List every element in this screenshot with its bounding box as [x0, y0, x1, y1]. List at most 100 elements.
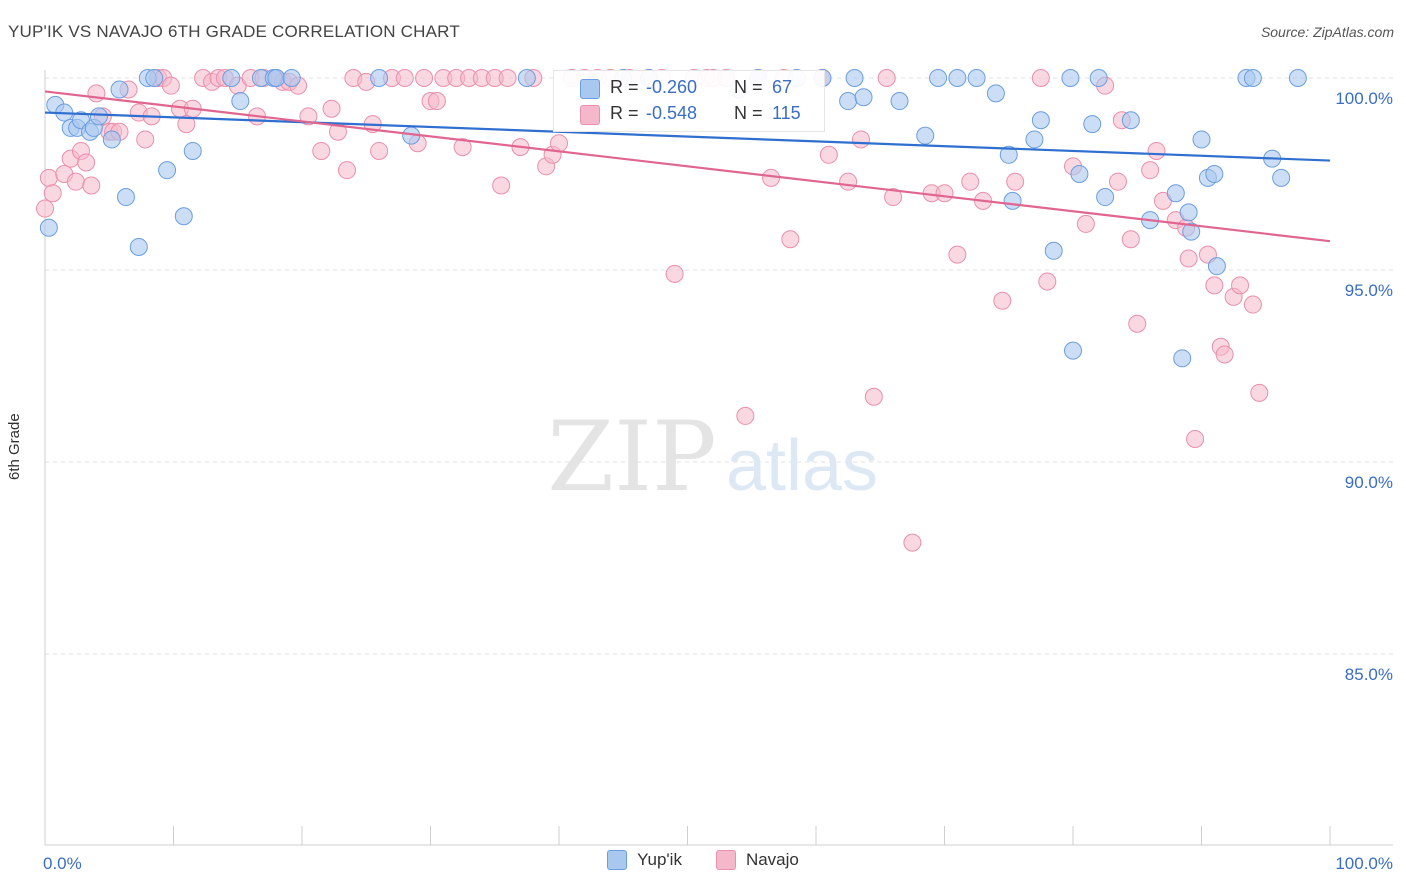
navajo-n-label: N =: [734, 103, 763, 123]
yupik-point: [1031, 111, 1050, 130]
legend: Yup'ik Navajo: [0, 850, 1406, 870]
yupik-point: [1288, 69, 1307, 87]
navajo-point: [337, 161, 356, 180]
axes: [44, 70, 1393, 846]
watermark-zip: ZIP: [547, 401, 716, 513]
y-tick-label: 100.0%: [1335, 89, 1393, 108]
yupik-point: [158, 161, 177, 180]
yupik-point: [1096, 188, 1115, 207]
yupik-swatch: [580, 79, 600, 99]
navajo-point: [1250, 383, 1269, 402]
navajo-point: [77, 153, 96, 172]
navajo-point: [1231, 276, 1250, 295]
watermark-atlas: atlas: [726, 426, 878, 506]
watermark: ZIP atlas: [547, 401, 878, 513]
yupik-point: [1205, 165, 1224, 183]
navajo-point: [1186, 429, 1205, 448]
legend-item-navajo[interactable]: Navajo: [715, 850, 799, 870]
stats-row-yupik: R = -0.260 N = 67: [554, 75, 824, 101]
yupik-point: [1025, 130, 1044, 149]
yupik-point: [1121, 111, 1140, 130]
yupik-point: [282, 69, 301, 87]
legend-item-yupik[interactable]: Yup'ik: [607, 850, 682, 870]
navajo-point: [1243, 295, 1262, 314]
yupik-point: [1070, 165, 1089, 183]
yupik-point: [183, 141, 202, 160]
yupik-point: [1272, 168, 1291, 187]
yupik-point: [1061, 69, 1080, 87]
navajo-point: [1006, 172, 1025, 191]
yupik-point: [89, 107, 108, 126]
yupik-n-label: N =: [734, 77, 763, 97]
navajo-point: [935, 184, 954, 203]
navajo-n-value: 115: [772, 103, 801, 123]
yupik-point: [1003, 191, 1022, 210]
yupik-point: [1179, 203, 1198, 222]
navajo-point: [1215, 345, 1234, 364]
yupik-point: [986, 84, 1005, 103]
yupik-point: [1243, 69, 1262, 87]
yupik-point: [1173, 349, 1192, 368]
yupik-point: [517, 69, 536, 87]
yupik-point: [370, 69, 389, 87]
yupik-point: [967, 69, 986, 87]
yupik-point: [231, 92, 250, 111]
yupik-point: [222, 69, 241, 87]
navajo-point: [87, 84, 106, 103]
yupik-point: [129, 237, 148, 256]
navajo-point: [177, 115, 196, 134]
yupik-point: [999, 145, 1018, 164]
navajo-point: [453, 138, 472, 157]
navajo-point: [1141, 161, 1160, 180]
chart-title: YUP'IK VS NAVAJO 6TH GRADE CORRELATION C…: [8, 22, 460, 41]
yupik-point: [929, 69, 948, 87]
yupik-point: [1192, 130, 1211, 149]
yupik-point: [267, 69, 286, 87]
navajo-point: [1108, 172, 1127, 191]
yupik-point: [916, 126, 935, 145]
yupik-point: [839, 92, 858, 111]
yupik-r-label: R =: [610, 77, 639, 97]
navajo-point: [877, 69, 896, 87]
navajo-point: [395, 69, 414, 87]
navajo-point: [851, 130, 870, 149]
navajo-point: [427, 92, 446, 111]
yupik-point: [845, 69, 864, 87]
yupik-point: [102, 130, 121, 149]
y-tick-label: 90.0%: [1345, 473, 1393, 492]
yupik-point: [1166, 184, 1185, 203]
stats-row-navajo: R = -0.548 N = 115: [554, 101, 824, 127]
navajo-point: [736, 406, 755, 425]
yupik-point: [1044, 241, 1063, 260]
yupik-point: [110, 80, 129, 99]
legend-label-yupik: Yup'ik: [637, 850, 682, 869]
navajo-point: [36, 199, 54, 218]
navajo-point: [864, 387, 883, 406]
navajo-point: [1038, 272, 1057, 291]
yupik-point: [1207, 257, 1226, 276]
navajo-point: [66, 172, 85, 191]
navajo-point: [1076, 214, 1095, 233]
navajo-point: [961, 172, 980, 191]
navajo-point: [492, 176, 511, 195]
yupik-point: [890, 92, 909, 111]
legend-label-navajo: Navajo: [745, 850, 799, 869]
navajo-point: [43, 184, 62, 203]
navajo-point: [550, 134, 568, 153]
yupik-point: [174, 207, 193, 226]
navajo-point: [903, 533, 922, 552]
navajo-point: [1147, 141, 1166, 160]
legend-swatch-navajo: [715, 850, 736, 870]
navajo-point: [993, 291, 1012, 310]
navajo-point: [136, 130, 155, 149]
navajo-point: [819, 145, 838, 164]
navajo-point: [948, 245, 967, 264]
navajo-r-label: R =: [610, 103, 639, 123]
source-label: Source: ZipAtlas.com: [1260, 24, 1394, 40]
navajo-point: [312, 141, 331, 160]
navajo-point: [415, 69, 434, 87]
x-tick-label: 0.0%: [43, 854, 82, 873]
navajo-point: [322, 99, 341, 118]
yupik-point: [116, 188, 135, 207]
navajo-point: [1205, 276, 1224, 295]
